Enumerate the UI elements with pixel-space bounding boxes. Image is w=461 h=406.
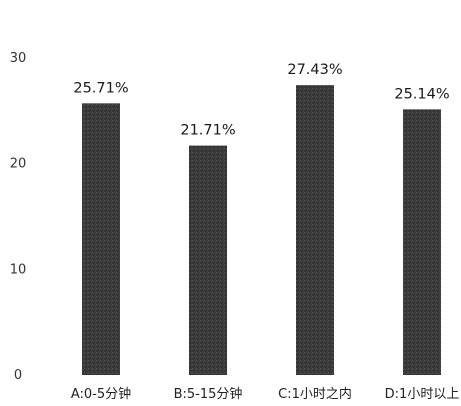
x-tick-label: A:0-5分钟 — [71, 386, 131, 402]
data-label: 25.71% — [73, 80, 128, 96]
x-tick-label: C:1小时之内 — [278, 386, 352, 402]
bar — [82, 103, 120, 376]
data-label: 27.43% — [287, 62, 342, 78]
x-tick-label: B:5-15分钟 — [174, 386, 243, 402]
y-tick-label: 10 — [10, 262, 27, 277]
data-label: 21.71% — [180, 123, 235, 139]
x-tick-label: D:1小时以上 — [385, 387, 460, 402]
y-tick-label: 0 — [14, 368, 22, 383]
data-labels: 25.71% 21.71% 27.43% 25.14% — [73, 62, 449, 138]
data-label: 25.14% — [394, 86, 449, 102]
x-axis: A:0-5分钟 B:5-15分钟 C:1小时之内 D:1小时以上 — [71, 386, 459, 402]
bar — [296, 85, 334, 375]
y-tick-label: 20 — [10, 157, 27, 172]
y-axis: 0 10 20 30 — [10, 51, 27, 383]
bars — [82, 85, 441, 376]
bar — [189, 145, 227, 375]
bar — [403, 109, 441, 375]
y-tick-label: 30 — [10, 51, 27, 66]
